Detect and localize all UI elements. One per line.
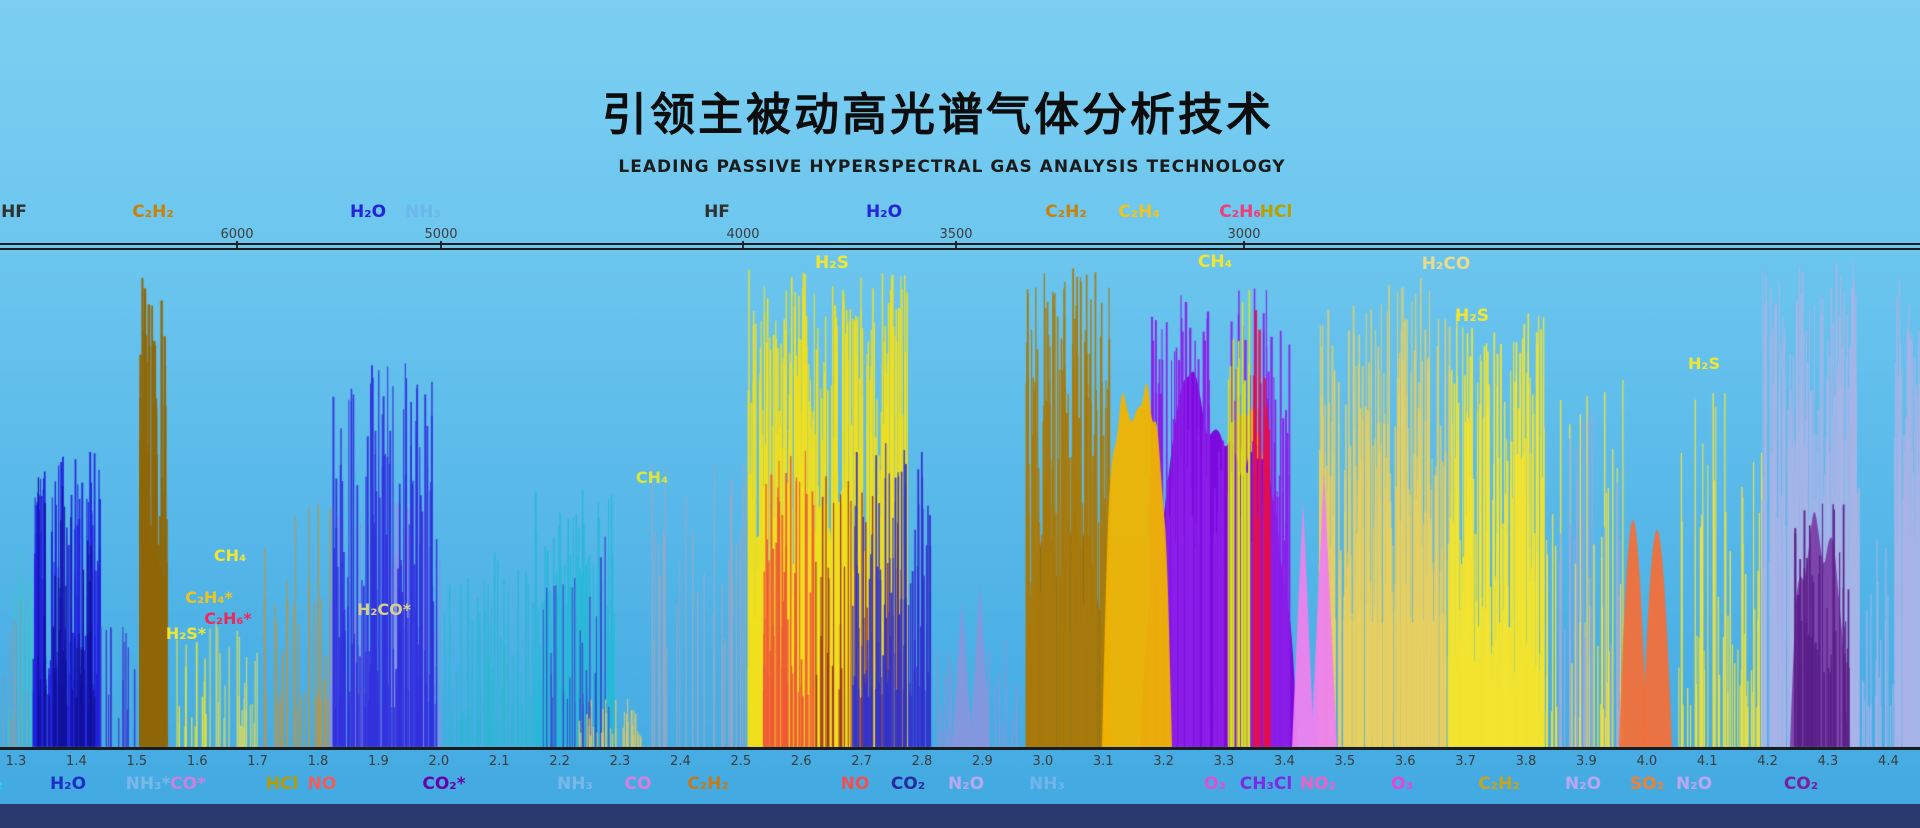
page-title: 引领主被动高光谱气体分析技术: [601, 88, 1274, 141]
wavelength-tick-label: 1.8: [307, 754, 329, 769]
wavelength-tick-label: 3.3: [1213, 754, 1235, 769]
gas-label-bottom: NO: [307, 774, 337, 794]
gas-label-bottom: CO₂: [890, 774, 926, 794]
gas-label-top: H₂O: [865, 202, 903, 222]
wavelength-tick-label: 3.9: [1576, 754, 1597, 769]
wavelength-tick-label: 2.6: [790, 754, 812, 769]
gas-label-inplot: H₂CO: [1421, 254, 1471, 274]
gas-label-bottom: SO₂: [1629, 774, 1665, 794]
wavelength-tick-label: 4.0: [1636, 754, 1658, 769]
gas-label-top: C₂H₂: [132, 202, 174, 222]
wavelength-tick-label: 2.7: [851, 754, 872, 769]
gas-label-top: C₂H₆: [1219, 202, 1261, 222]
wavelength-tick-label: 2.1: [488, 754, 510, 769]
gas-label-bottom: N₂O: [1564, 774, 1602, 794]
wavelength-tick-label: 2.4: [670, 754, 691, 769]
wavenumber-tick-label: 6000: [220, 227, 254, 242]
wavelength-tick-label: 4.2: [1757, 754, 1778, 769]
wavelength-tick-label: 3.5: [1334, 754, 1356, 769]
gas-label-bottom: NO₂: [1299, 774, 1337, 794]
gas-label-bottom: NH₃: [557, 774, 593, 794]
gas-label-inplot: C₂H₄*: [185, 588, 233, 607]
wavelength-tick-label: 1.6: [186, 754, 208, 769]
gas-label-bottom: N₂O: [1675, 774, 1713, 794]
spectra-canvas: [0, 250, 1920, 748]
gas-label-inplot: CH₄: [1197, 252, 1233, 272]
gas-label-bottom: CO: [624, 774, 652, 794]
gas-label-top: HF: [704, 202, 730, 222]
gas-label-bottom: CO₂: [1783, 774, 1819, 794]
wavenumber-tick-label: 3500: [939, 227, 973, 242]
gas-label-inplot: CH₄: [213, 546, 247, 565]
gas-label-inplot: C₂H₆*: [204, 609, 252, 628]
gas-label-top: HF: [1, 202, 27, 222]
gas-label-bottom: NH₃*: [125, 774, 171, 794]
wavelength-tick-label: 1.7: [247, 754, 268, 769]
gas-label-bottom: O₂: [0, 776, 3, 793]
gas-label-inplot: H₂S: [815, 253, 849, 273]
gas-label-top: H₂O: [349, 202, 387, 222]
gas-label-bottom: C₂H₂: [1478, 774, 1520, 794]
gas-label-top: HCl: [1259, 202, 1293, 222]
wavelength-tick-label: 3.0: [1032, 754, 1054, 769]
wavelength-tick-label: 1.5: [126, 754, 148, 769]
wavenumber-tick-label: 5000: [424, 227, 458, 242]
bottom-bar: [0, 804, 1920, 828]
top-axis-line-lower: [0, 248, 1920, 250]
wavelength-tick-label: 1.3: [5, 754, 27, 769]
wavelength-tick-label: 2.3: [609, 754, 631, 769]
gas-label-inplot: H₂S: [1688, 354, 1720, 373]
wavelength-tick-label: 3.7: [1455, 754, 1476, 769]
gas-label-bottom: CH₃Cl: [1239, 774, 1293, 794]
wavenumber-tick-label: 4000: [726, 227, 760, 242]
wavelength-tick-label: 2.9: [972, 754, 993, 769]
gas-label-bottom: H₂O: [49, 774, 87, 794]
wavelength-tick-label: 3.4: [1274, 754, 1295, 769]
gas-label-bottom: O₃: [1204, 774, 1226, 794]
wavelength-tick-label: 2.8: [911, 754, 933, 769]
gas-label-inplot: CH₄: [635, 468, 669, 487]
gas-label-top: NH₃: [405, 202, 441, 222]
wavelength-tick-label: 3.1: [1092, 754, 1114, 769]
gas-label-bottom: C₂H₂: [687, 774, 729, 794]
wavelength-tick-label: 4.1: [1696, 754, 1718, 769]
wavelength-tick-label: 2.0: [428, 754, 450, 769]
top-axis-line-upper: [0, 243, 1920, 245]
gas-label-top: C₂H₂: [1045, 202, 1087, 222]
wavenumber-tick-label: 3000: [1227, 227, 1261, 242]
bottom-axis-line: [0, 747, 1920, 750]
wavelength-tick-label: 3.2: [1153, 754, 1174, 769]
gas-label-bottom: O₃: [1391, 774, 1413, 794]
gas-label-inplot: H₂S: [1455, 306, 1489, 326]
gas-label-bottom: HCl: [265, 774, 299, 794]
wavelength-tick-label: 1.4: [66, 754, 87, 769]
wavelength-tick-label: 3.6: [1394, 754, 1416, 769]
page-subtitle: LEADING PASSIVE HYPERSPECTRAL GAS ANALYS…: [618, 157, 1286, 177]
wavelength-tick-label: 3.8: [1515, 754, 1537, 769]
wavelength-tick-label: 2.5: [730, 754, 752, 769]
wavelength-tick-label: 1.9: [368, 754, 389, 769]
wavelength-tick-label: 4.4: [1878, 754, 1899, 769]
gas-label-bottom: NH₃: [1029, 774, 1065, 794]
gas-label-bottom: NO: [840, 774, 870, 794]
wavelength-tick-label: 4.3: [1817, 754, 1839, 769]
gas-label-inplot: H₂S*: [165, 624, 207, 643]
gas-label-inplot: H₂CO*: [356, 600, 412, 619]
gas-label-bottom: N₂O: [947, 774, 985, 794]
gas-label-bottom: CO*: [170, 774, 206, 794]
gas-label-top: C₂H₄: [1118, 202, 1160, 222]
wavelength-tick-label: 2.2: [549, 754, 570, 769]
gas-label-bottom: CO₂*: [422, 774, 466, 794]
